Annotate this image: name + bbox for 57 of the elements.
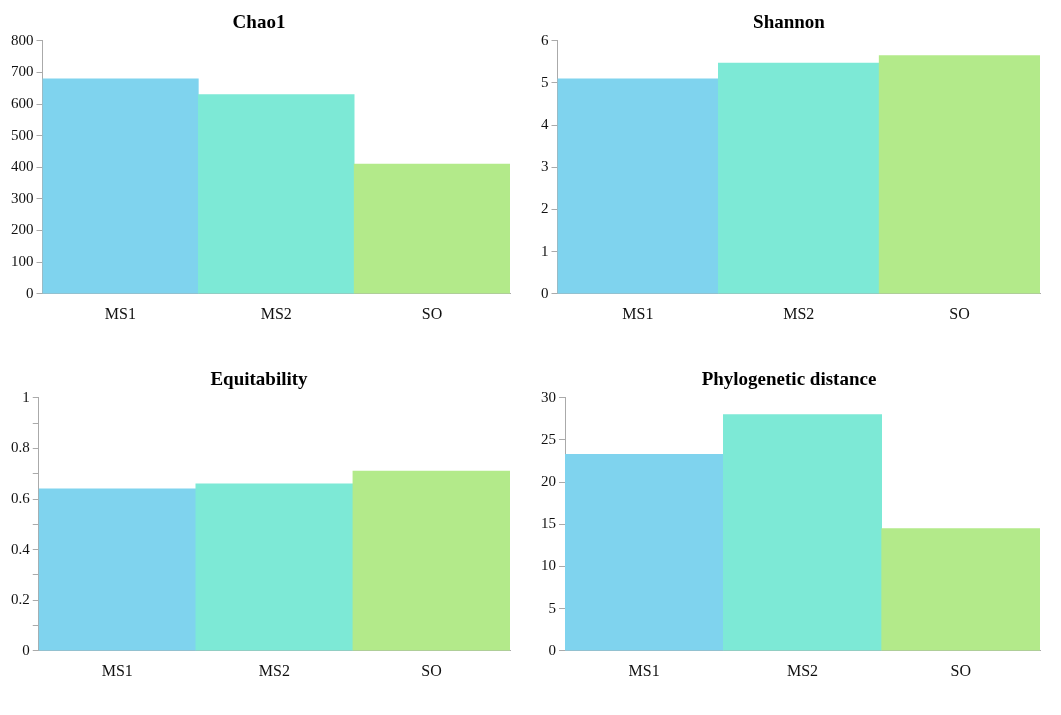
x-tick-label: SO [421,304,443,322]
x-tick-label: MS2 [786,661,819,679]
x-tick-label: SO [950,661,972,679]
y-tick-label: 0 [548,641,556,658]
bar [557,78,719,294]
y-tick-label: 2 [541,200,549,217]
chart-title: Phylogenetic distance [701,368,877,390]
bar [38,488,197,651]
y-tick-label: 3 [541,158,549,175]
y-tick-label: 30 [541,388,556,405]
x-tick-label: MS2 [258,661,290,679]
y-tick-label: 5 [548,599,556,616]
y-tick-label: 0 [26,284,34,301]
bar [195,483,354,651]
y-tick-label: 600 [11,94,34,111]
x-tick-label: MS1 [622,304,654,322]
x-tick-label: MS2 [783,304,815,322]
bar [42,78,199,294]
y-tick-label: 0.8 [11,439,30,456]
y-tick-label: 400 [11,158,34,175]
bar [565,453,724,651]
y-tick-label: 5 [541,73,549,90]
chart-title: Chao1 [232,11,286,33]
y-tick-label: 25 [541,430,556,447]
bar [352,470,510,651]
y-tick-label: 0.6 [11,489,31,506]
bar [878,55,1040,294]
bar [353,163,510,294]
y-tick-label: 0 [22,641,30,658]
bar [718,62,880,294]
y-tick-label: 20 [541,473,556,490]
y-tick-label: 0.2 [11,591,30,608]
y-tick-label: 300 [11,189,34,206]
x-tick-label: MS1 [104,304,136,322]
y-tick-label: 15 [541,515,556,532]
x-tick-label: MS2 [260,304,292,322]
y-tick-label: 200 [11,221,34,238]
chart-title: Shannon [753,11,826,33]
y-tick-label: 800 [11,31,34,48]
bar [723,414,882,651]
x-tick-label: SO [949,304,970,322]
y-tick-label: 0 [541,284,549,301]
y-tick-label: 500 [11,126,34,143]
y-tick-label: 0.4 [11,540,31,557]
y-tick-label: 10 [541,557,556,574]
bar [198,94,355,294]
bar [881,528,1040,651]
y-tick-label: 6 [541,31,549,48]
chart-title: Equitability [210,368,309,390]
x-tick-label: MS1 [101,661,133,679]
y-tick-label: 1 [541,242,549,259]
y-tick-label: 1 [22,388,30,405]
y-tick-label: 100 [11,253,34,270]
y-tick-label: 700 [11,63,34,80]
x-tick-label: MS1 [628,661,660,679]
y-tick-label: 4 [541,116,549,133]
x-tick-label: SO [421,661,442,679]
